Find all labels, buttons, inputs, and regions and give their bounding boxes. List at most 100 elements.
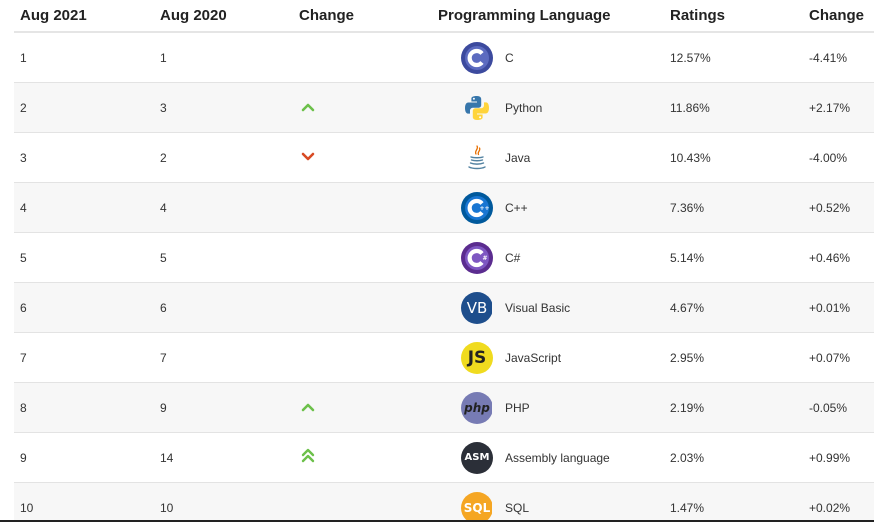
rating-value: 7.36% [664, 182, 803, 233]
rating-change: +0.01% [803, 282, 874, 333]
language-logo-cell: php [432, 382, 493, 433]
arrow-up-icon [301, 402, 315, 412]
language-logo-cell: ++ [432, 182, 493, 233]
c-logo-icon [461, 41, 493, 74]
table-row[interactable]: 4 4 ++ C++ 7.36% +0.52% [14, 182, 874, 233]
svg-text:++: ++ [479, 205, 489, 212]
ranking-table: Aug 2021 Aug 2020 Change Programming Lan… [14, 0, 874, 522]
rating-change: -4.41% [803, 32, 874, 83]
language-name: JavaScript [492, 332, 664, 383]
rank-change-trend [293, 232, 432, 283]
rank-aug-2021: 10 [14, 482, 154, 522]
rank-aug-2020: 1 [154, 32, 293, 83]
rank-change-trend [293, 182, 432, 233]
table-row[interactable]: 7 7 JS JavaScript 2.95% +0.07% [14, 332, 874, 383]
arrow-down-icon [301, 152, 315, 162]
rank-aug-2020: 6 [154, 282, 293, 333]
header-aug-2021[interactable]: Aug 2021 [14, 0, 154, 33]
rating-change: +2.17% [803, 82, 874, 133]
table-header: Aug 2021 Aug 2020 Change Programming Lan… [14, 0, 874, 33]
rating-change: +0.52% [803, 182, 874, 233]
rating-value: 12.57% [664, 32, 803, 83]
rank-aug-2021: 1 [14, 32, 154, 83]
double-arrow-up-icon [301, 448, 315, 464]
header-aug-2020[interactable]: Aug 2020 [154, 0, 293, 33]
table-row[interactable]: 9 14 ASM Assembly language 2.03% +0.99% [14, 432, 874, 483]
language-name: C [492, 32, 664, 83]
language-name: Java [492, 132, 664, 183]
header-row: Aug 2021 Aug 2020 Change Programming Lan… [14, 0, 874, 33]
rank-change-trend [293, 482, 432, 522]
language-name: SQL [492, 482, 664, 522]
rank-aug-2021: 4 [14, 182, 154, 233]
table-row[interactable]: 2 3 Python 11.86% +2.17% [14, 82, 874, 133]
rank-aug-2021: 3 [14, 132, 154, 183]
rank-change-trend [293, 32, 432, 83]
rating-value: 2.95% [664, 332, 803, 383]
rank-change-trend [293, 82, 432, 133]
rank-aug-2020: 14 [154, 432, 293, 483]
language-logo-cell: ASM [432, 432, 493, 483]
language-logo-cell [432, 132, 492, 183]
visual-basic-logo-icon: VB [461, 291, 493, 324]
rating-value: 10.43% [664, 132, 803, 183]
rating-value: 2.19% [664, 382, 803, 433]
rank-aug-2020: 10 [154, 482, 293, 522]
language-logo-cell [432, 32, 493, 83]
rating-value: 5.14% [664, 232, 803, 283]
language-name: C++ [492, 182, 664, 233]
header-programming-language[interactable]: Programming Language [432, 0, 664, 33]
rank-aug-2021: 5 [14, 232, 154, 283]
rank-aug-2020: 5 [154, 232, 293, 283]
language-logo-cell [432, 82, 493, 133]
table-row[interactable]: 8 9 php PHP 2.19% -0.05% [14, 382, 874, 433]
rank-change-trend [293, 132, 432, 183]
python-logo-icon [461, 92, 493, 124]
arrow-up-icon [301, 102, 315, 112]
rating-change: +0.07% [803, 332, 874, 383]
table-row[interactable]: 5 5 # C# 5.14% +0.46% [14, 232, 874, 283]
assembly-logo-icon: ASM [461, 441, 493, 474]
language-name: Python [492, 82, 664, 133]
language-name: PHP [492, 382, 664, 433]
rank-change-trend [293, 282, 432, 333]
rank-aug-2020: 2 [154, 132, 293, 183]
rank-change-trend [293, 332, 432, 383]
svg-text:#: # [482, 255, 487, 262]
language-logo-cell: VB [432, 282, 493, 333]
rating-value: 1.47% [664, 482, 803, 522]
rating-change: -4.00% [803, 132, 874, 183]
header-change-trend[interactable]: Change [293, 0, 432, 33]
table-row[interactable]: 10 10 SQL SQL 1.47% +0.02% [14, 482, 874, 522]
javascript-logo-icon: JS [461, 341, 493, 374]
language-logo-cell: # [432, 232, 493, 283]
rank-change-trend [293, 382, 432, 433]
table-row[interactable]: 6 6 VB Visual Basic 4.67% +0.01% [14, 282, 874, 333]
rank-aug-2021: 9 [14, 432, 154, 483]
rating-value: 2.03% [664, 432, 803, 483]
csharp-logo-icon: # [461, 241, 493, 274]
rating-change: +0.02% [803, 482, 874, 522]
rank-aug-2021: 8 [14, 382, 154, 433]
sql-logo-icon: SQL [461, 491, 493, 522]
rank-aug-2021: 6 [14, 282, 154, 333]
table-body: 1 1 C 12.57% -4.41% 2 3 Python 11.86% +2.17% 3 2 Jav… [14, 32, 874, 522]
rating-change: -0.05% [803, 382, 874, 433]
rank-aug-2020: 3 [154, 82, 293, 133]
rank-aug-2021: 2 [14, 82, 154, 133]
rating-change: +0.99% [803, 432, 874, 483]
header-ratings[interactable]: Ratings [664, 0, 803, 33]
table-row[interactable]: 3 2 Java 10.43% -4.00% [14, 132, 874, 183]
cpp-logo-icon: ++ [461, 191, 493, 224]
language-name: Assembly language [492, 432, 664, 483]
php-logo-icon: php [461, 391, 493, 424]
rating-change: +0.46% [803, 232, 874, 283]
header-change-percent[interactable]: Change [803, 0, 874, 33]
rank-aug-2021: 7 [14, 332, 154, 383]
rating-value: 4.67% [664, 282, 803, 333]
rank-aug-2020: 7 [154, 332, 293, 383]
rank-aug-2020: 4 [154, 182, 293, 233]
language-name: Visual Basic [492, 282, 664, 333]
table-row[interactable]: 1 1 C 12.57% -4.41% [14, 32, 874, 83]
